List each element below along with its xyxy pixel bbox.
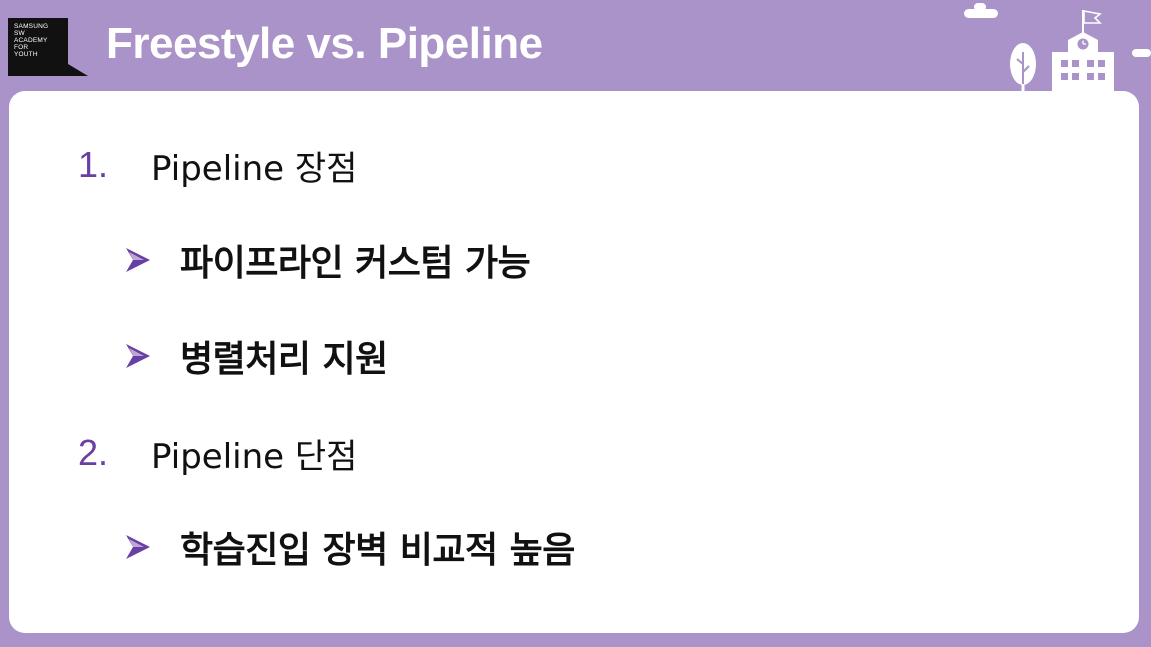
section-number-2: 2. [78,432,109,473]
school-illustration [964,3,1151,96]
logo: SAMSUNG SW ACADEMY FOR YOUTH [8,18,88,76]
section-title-2: Pipeline 단점 [151,436,358,477]
bullet-text: 학습진입 장벽 비교적 높음 [180,530,575,571]
content-card [9,91,1139,633]
tree-icon [1010,43,1036,92]
section-number-1: 1. [78,144,109,185]
arrow-bullet-icon [124,527,180,567]
section-title-1: Pipeline 장점 [151,148,358,189]
logo-text: SAMSUNG SW ACADEMY FOR YOUTH [14,23,49,58]
bullet-item: 파이프라인 커스텀 가능 [124,235,531,285]
section-heading-2: 2. Pipeline 단점 [78,428,357,478]
school-building-icon [1052,32,1114,96]
bullet-item: 학습진입 장벽 비교적 높음 [124,522,575,572]
arrow-bullet-icon [124,336,180,376]
bullet-item: 병렬처리 지원 [124,331,388,381]
section-heading-1: 1. Pipeline 장점 [78,140,357,190]
cloud-icon [964,3,1151,57]
arrow-bullet-icon [124,240,180,280]
logo-shape [8,18,88,76]
bullet-text: 파이프라인 커스텀 가능 [180,243,531,284]
page-title: Freestyle vs. Pipeline [106,19,543,68]
bullet-text: 병렬처리 지원 [180,339,388,380]
flag-icon [1082,10,1102,34]
